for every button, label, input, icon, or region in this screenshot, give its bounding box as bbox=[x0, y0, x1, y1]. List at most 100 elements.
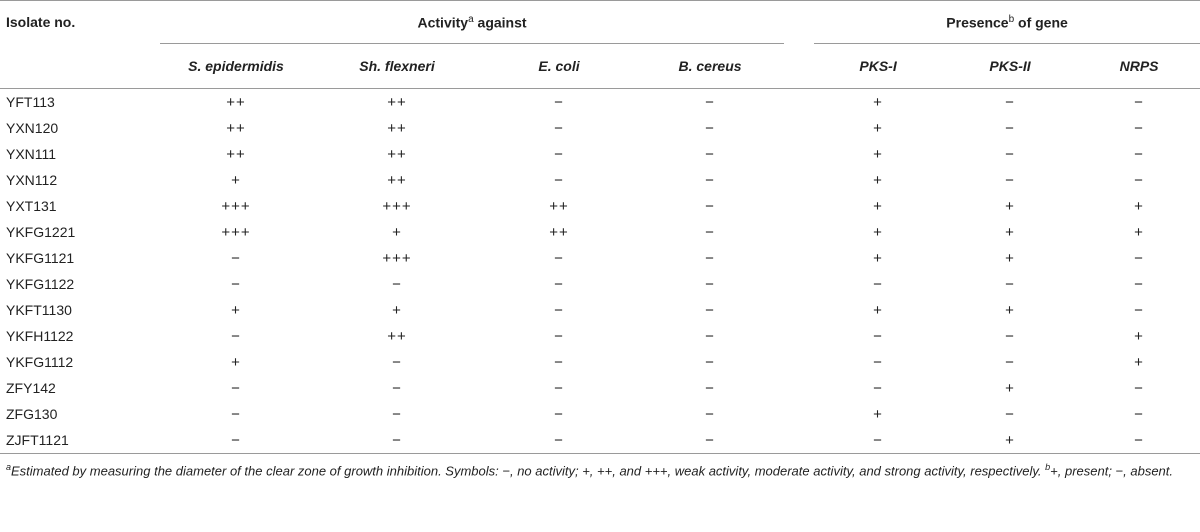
symbol-cell: − bbox=[705, 353, 715, 371]
isolate-cell: YKFG1221 bbox=[6, 224, 76, 240]
symbol-cell: − bbox=[705, 197, 715, 215]
gap-cell bbox=[784, 219, 814, 245]
symbol-cell: − bbox=[1005, 119, 1015, 137]
footnote-b-text: +, present; −, absent. bbox=[1050, 463, 1174, 479]
table-body: YFT113 ++ ++ − − + − − YXN120 ++ ++ − − + − − YXN111 ++ ++… bbox=[0, 88, 1200, 454]
symbol-cell: +++ bbox=[382, 197, 412, 215]
symbol-cell: + bbox=[873, 223, 883, 241]
symbol-cell: − bbox=[392, 353, 402, 371]
symbol-cell: − bbox=[873, 353, 883, 371]
symbol-cell: − bbox=[1005, 327, 1015, 345]
symbol-cell: − bbox=[1005, 353, 1015, 371]
symbol-cell: + bbox=[1005, 301, 1015, 319]
header-gap bbox=[784, 0, 815, 44]
isolate-cell: YKFT1130 bbox=[6, 302, 72, 318]
symbol-cell: − bbox=[705, 145, 715, 163]
symbol-cell: + bbox=[392, 223, 402, 241]
symbol-cell: − bbox=[554, 275, 564, 293]
symbol-cell: − bbox=[636, 88, 785, 115]
symbol-cell: ++ bbox=[312, 88, 482, 115]
symbol-cell: − bbox=[231, 249, 241, 267]
symbol-cell: +++ bbox=[221, 223, 251, 241]
symbol-cell: − bbox=[1078, 427, 1200, 454]
isolate-cell: YKFG1122 bbox=[6, 276, 75, 292]
results-table: Isolate no. Activitya against Presenceb … bbox=[0, 0, 1200, 454]
table-row: ZJFT1121− − − − − + − bbox=[0, 427, 1200, 454]
isolate-cell: YXN111 bbox=[6, 146, 57, 162]
isolate-cell: ZFY142 bbox=[6, 380, 56, 396]
col-header-b-cereus: B. cereus bbox=[678, 58, 742, 74]
isolate-cell: YXT131 bbox=[6, 198, 57, 214]
symbol-cell: − bbox=[705, 275, 715, 293]
symbol-cell: − bbox=[705, 223, 715, 241]
gap-cell bbox=[784, 245, 814, 271]
symbol-cell: − bbox=[1134, 171, 1144, 189]
symbol-cell: − bbox=[1005, 405, 1015, 423]
symbol-cell: ++ bbox=[549, 197, 569, 215]
symbol-cell: − bbox=[705, 301, 715, 319]
symbol-cell: − bbox=[873, 275, 883, 293]
symbol-cell: + bbox=[1134, 327, 1144, 345]
symbol-cell: − bbox=[705, 379, 715, 397]
isolate-cell: YKFG1112 bbox=[6, 354, 74, 370]
symbol-cell: − bbox=[1134, 405, 1144, 423]
symbol-cell: − bbox=[705, 249, 715, 267]
subheader-gap bbox=[784, 44, 814, 89]
isolate-cell: YXN120 bbox=[6, 120, 59, 136]
symbol-cell: − bbox=[392, 379, 402, 397]
symbol-cell: + bbox=[1134, 197, 1144, 215]
isolate-header: Isolate no. bbox=[0, 0, 160, 44]
symbol-cell: − bbox=[636, 427, 785, 454]
symbol-cell: − bbox=[482, 427, 636, 454]
symbol-cell: − bbox=[1134, 145, 1144, 163]
col-header-pks-ii: PKS-II bbox=[989, 58, 1031, 74]
symbol-cell: + bbox=[942, 427, 1079, 454]
table-row: ZFG130 − − − − + − − bbox=[0, 401, 1200, 427]
symbol-cell: ++ bbox=[387, 145, 407, 163]
symbol-cell: − bbox=[554, 145, 564, 163]
symbol-cell: − bbox=[1134, 379, 1144, 397]
gap-cell bbox=[784, 271, 814, 297]
table-row: ZFY142 − − − − − + − bbox=[0, 375, 1200, 401]
gene-group-header: Presenceb of gene bbox=[814, 0, 1200, 44]
isolate-cell: YKFG1121 bbox=[6, 250, 75, 266]
table-row: YFT113 ++ ++ − − + − − bbox=[0, 88, 1200, 115]
symbol-cell: − bbox=[554, 379, 564, 397]
table-row: YKFG1121 − +++ − − + + − bbox=[0, 245, 1200, 271]
symbol-cell: ++ bbox=[549, 223, 569, 241]
symbol-cell: − bbox=[160, 427, 312, 454]
symbol-cell: − bbox=[231, 405, 241, 423]
table-row: YKFT1130 + + − − + + − bbox=[0, 297, 1200, 323]
symbol-cell: − bbox=[554, 353, 564, 371]
table-row: YKFG1122 − − − − − − − bbox=[0, 271, 1200, 297]
symbol-cell: − bbox=[1078, 88, 1200, 115]
symbol-cell: − bbox=[392, 405, 402, 423]
symbol-cell: + bbox=[231, 301, 241, 319]
symbol-cell: ++ bbox=[226, 145, 246, 163]
symbol-cell: + bbox=[1005, 379, 1015, 397]
symbol-cell: − bbox=[554, 249, 564, 267]
symbol-cell: − bbox=[1005, 145, 1015, 163]
table-row: YXN111 ++ ++ − − + − − bbox=[0, 141, 1200, 167]
symbol-cell: ++ bbox=[160, 88, 312, 115]
isolate-cell: YKFH1122 bbox=[6, 328, 74, 344]
symbol-cell: + bbox=[873, 119, 883, 137]
symbol-cell: + bbox=[873, 249, 883, 267]
symbol-cell: − bbox=[554, 301, 564, 319]
symbol-cell: − bbox=[1134, 119, 1144, 137]
table-row: YXN120 ++ ++ − − + − − bbox=[0, 115, 1200, 141]
table-row: YXN112 + ++ − − + − − bbox=[0, 167, 1200, 193]
symbol-cell: + bbox=[1134, 353, 1144, 371]
symbol-cell: + bbox=[1005, 197, 1015, 215]
gap-cell bbox=[784, 349, 814, 375]
symbol-cell: − bbox=[814, 427, 943, 454]
symbol-cell: +++ bbox=[221, 197, 251, 215]
isolate-subheader-blank bbox=[0, 44, 160, 89]
col-header-nrps: NRPS bbox=[1119, 58, 1159, 74]
symbol-cell: − bbox=[873, 327, 883, 345]
symbol-cell: − bbox=[942, 88, 1079, 115]
symbol-cell: + bbox=[1005, 249, 1015, 267]
footnote-a-text: Estimated by measuring the diameter of t… bbox=[11, 463, 1046, 479]
symbol-cell: − bbox=[705, 327, 715, 345]
symbol-cell: − bbox=[1005, 275, 1015, 293]
